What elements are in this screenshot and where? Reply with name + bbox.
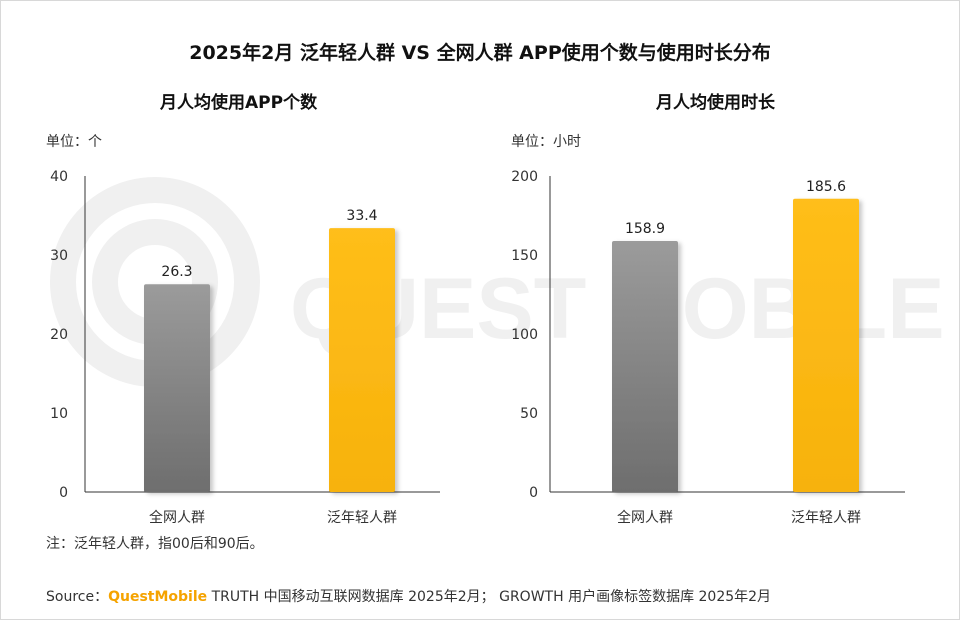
source-text: TRUTH 中国移动互联网数据库 2025年2月； GROWTH 用户画像标签数… <box>207 589 772 605</box>
chart2-unit-label: 单位：小时 <box>511 134 581 150</box>
chart1-bar-2 <box>329 228 395 492</box>
source-prefix: Source： <box>46 589 109 605</box>
chart2-bar-2 <box>793 198 859 492</box>
chart2-y-tick-label: 50 <box>520 406 538 422</box>
chart2-bar-1 <box>612 240 678 492</box>
chart1-y-tick-label: 10 <box>50 406 68 422</box>
chart1-unit-label: 单位：个 <box>46 134 102 150</box>
chart-title: 2025年2月 泛年轻人群 VS 全网人群 APP使用个数与使用时长分布 <box>189 42 771 64</box>
chart1-data-label-1: 26.3 <box>161 264 192 280</box>
footnote: 注：泛年轻人群，指00后和90后。 <box>46 536 264 552</box>
chart2-y-tick-label: 0 <box>529 485 538 501</box>
chart1-y-tick-label: 40 <box>50 169 68 185</box>
chart1-y-tick-label: 20 <box>50 327 68 343</box>
chart2-title: 月人均使用时长 <box>656 93 775 113</box>
source-brand: QuestMobile <box>108 589 208 605</box>
chart1-data-label-2: 33.4 <box>346 208 377 224</box>
chart1-category-label-1: 全网人群 <box>149 509 205 526</box>
chart1-title: 月人均使用APP个数 <box>160 93 318 113</box>
chart2-y-tick-label: 200 <box>511 169 538 185</box>
source-line: Source：QuestMobile TRUTH 中国移动互联网数据库 2025… <box>46 586 771 606</box>
chart2-data-label-2: 185.6 <box>806 179 846 195</box>
chart2-category-label-2: 泛年轻人群 <box>791 510 861 526</box>
chart1-y-tick-label: 0 <box>59 485 68 501</box>
chart2-category-label-1: 全网人群 <box>617 509 673 526</box>
chart2-data-label-1: 158.9 <box>625 221 665 237</box>
chart1-y-tick-label: 30 <box>50 248 68 264</box>
chart1-category-label-2: 泛年轻人群 <box>327 510 397 526</box>
chart2-y-tick-label: 100 <box>511 327 538 343</box>
chart1-bar-1 <box>144 284 210 492</box>
chart2-y-tick-label: 150 <box>511 248 538 264</box>
